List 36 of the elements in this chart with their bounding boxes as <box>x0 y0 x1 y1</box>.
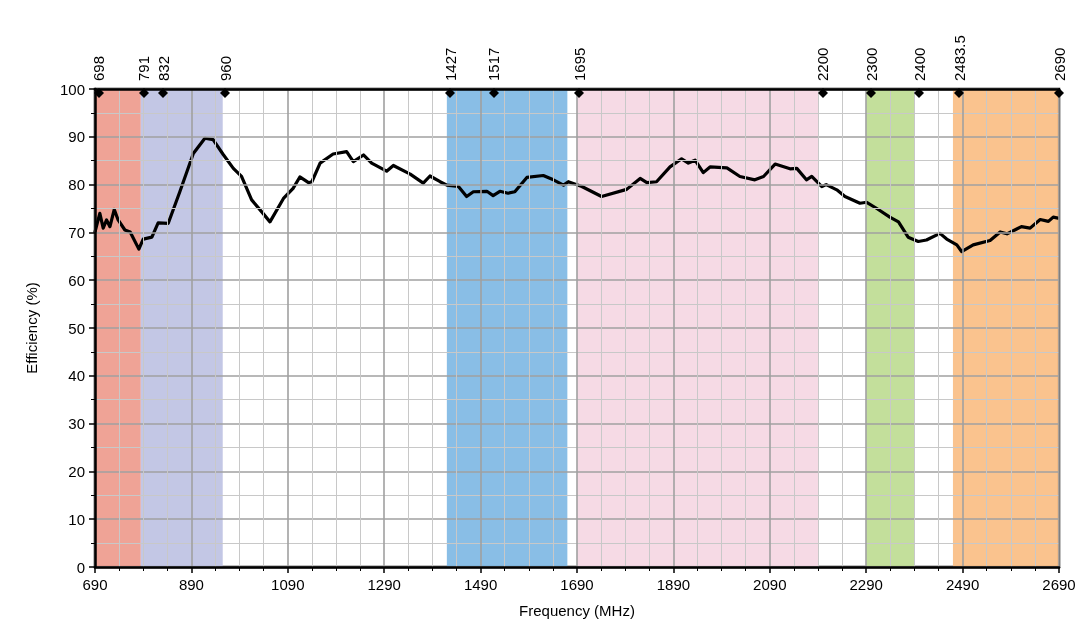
x2-tick-label: 2483.5 <box>950 35 968 81</box>
y-axis-title: Efficiency (%) <box>23 282 40 374</box>
y-tick-label: 70 <box>68 223 85 241</box>
x2-tick-label: 960 <box>216 55 234 81</box>
x-axis-title: Frequency (MHz) <box>519 602 635 619</box>
x2-tick-label: 2300 <box>862 47 880 81</box>
y-tick-label: 30 <box>68 415 85 433</box>
x-tick-label: 1090 <box>271 576 305 593</box>
x-tick-label: 2690 <box>1042 576 1076 593</box>
x-tick-label: 2290 <box>849 576 883 593</box>
x2-tick-label: 1695 <box>570 47 588 81</box>
y-tick-label: 80 <box>68 176 85 194</box>
x-tick-label: 1690 <box>560 576 594 593</box>
x-tick-label: 2490 <box>945 576 980 593</box>
x2-tick-label: 2200 <box>814 47 832 81</box>
y-tick-label: 50 <box>68 319 85 337</box>
x2-tick-label: 832 <box>154 55 172 81</box>
x-tick-label: 890 <box>178 576 204 593</box>
x2-tick-label: 2690 <box>1050 47 1068 81</box>
y-tick-label: 40 <box>68 367 85 385</box>
y-tick-label: 20 <box>68 462 85 480</box>
x2-tick-label: 1427 <box>441 47 459 81</box>
x-tick-label: 1290 <box>367 576 401 593</box>
x2-tick-label: 2400 <box>910 47 928 81</box>
y-tick-label: 100 <box>59 80 85 98</box>
y-tick-label: 0 <box>76 558 85 576</box>
x2-tick-label: 698 <box>90 55 108 81</box>
x-tick-label: 1490 <box>463 576 498 593</box>
y-tick-label: 90 <box>68 128 85 146</box>
x-tick-label: 1890 <box>656 576 691 593</box>
x2-tick-label: 791 <box>135 55 153 81</box>
y-tick-label: 10 <box>68 510 85 528</box>
y-tick-label: 60 <box>68 271 85 289</box>
x2-tick-label: 1517 <box>485 47 503 81</box>
x-tick-label: 2090 <box>753 576 787 593</box>
x-tick-label: 690 <box>82 576 108 593</box>
